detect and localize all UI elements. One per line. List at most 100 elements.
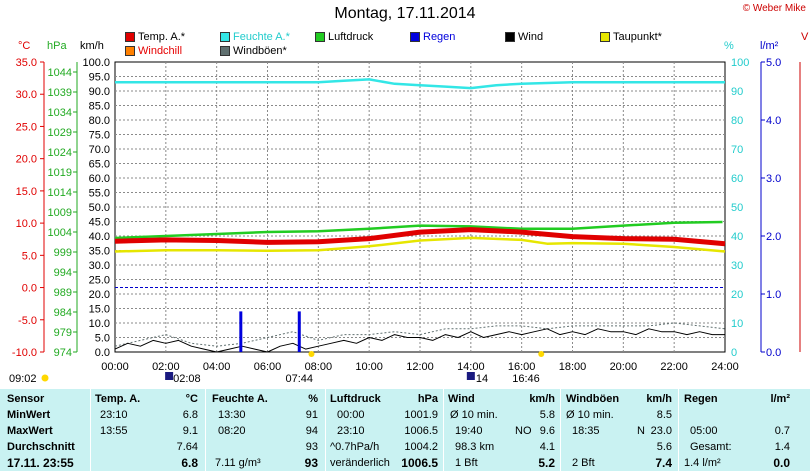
header-sensor: Sensor — [7, 393, 45, 405]
legend-windchill: Windchill — [125, 45, 182, 57]
wind-tick-label: 20.0 — [89, 289, 110, 301]
humidity-tick-label: 70 — [731, 144, 743, 156]
temp-tick-label: 5.0 — [22, 250, 37, 262]
wind-tick-label: 100.0 — [82, 57, 110, 69]
legend-gusts: Windböen* — [220, 45, 287, 57]
wind-tick-label: 75.0 — [89, 130, 110, 142]
legend-humidity: Feuchte A.* — [220, 31, 290, 43]
wind-tick-label: 30.0 — [89, 260, 110, 272]
humidity-tick-label: 30 — [731, 260, 743, 272]
temp-tick-label: 20.0 — [16, 154, 37, 166]
wind-tick-label: 25.0 — [89, 275, 110, 287]
temp-axis-unit: °C — [18, 40, 30, 52]
weather-chart: °C hPa km/h% l/m² V -10.0 -5.0 0.0 5.0 10.0 15.0 20… — [9, 31, 809, 385]
x-tick-label: 06:00 — [254, 361, 282, 373]
pressure-tick-label: 1019 — [48, 167, 72, 179]
wind-tick-label: 0.0 — [95, 347, 110, 359]
humidity-tick-label: 80 — [731, 115, 743, 127]
humidity-tick-label: 50 — [731, 202, 743, 214]
rain-tick-label: 4.0 — [766, 115, 781, 127]
wind-tick-label: 35.0 — [89, 246, 110, 258]
wind-tick-label: 55.0 — [89, 188, 110, 200]
x-tick-label: 16:00 — [508, 361, 536, 373]
x-tick-label: 04:00 — [203, 361, 231, 373]
pressure-tick-label: 1039 — [48, 87, 72, 99]
humidity-axis-unit: % — [724, 40, 734, 52]
wind-axis-unit: km/h — [80, 40, 104, 52]
moonrise-icon — [165, 372, 174, 380]
temp-tick-label: 25.0 — [16, 121, 37, 133]
rain-bar — [239, 311, 243, 352]
rain-tick-label: 1.0 — [766, 289, 781, 301]
legend-dewpoint: Taupunkt* — [600, 31, 662, 43]
legend-wind: Wind — [505, 31, 543, 43]
wind-tick-label: 95.0 — [89, 72, 110, 84]
wind-tick-label: 5.0 — [95, 333, 110, 345]
pressure-tick-label: 984 — [54, 307, 72, 319]
row-min-label: MinWert — [7, 409, 51, 421]
rain-tick-label: 2.0 — [766, 231, 781, 243]
pressure-tick-label: 1014 — [48, 187, 72, 199]
header-rain-unit: l/m² — [770, 393, 790, 405]
header-humidity: Feuchte A. — [212, 393, 268, 405]
legend-temp: Temp. A.* — [125, 31, 185, 43]
header-rain: Regen — [684, 393, 718, 405]
header-gusts: Windböen — [566, 393, 620, 405]
stats-table — [0, 389, 810, 471]
wind-tick-label: 65.0 — [89, 159, 110, 171]
corner-mark: V — [801, 31, 809, 43]
header-gusts-unit: km/h — [646, 393, 672, 405]
humidity-tick-label: 10 — [731, 318, 743, 330]
header-pressure: Luftdruck — [330, 393, 381, 405]
moonset-label: 14 — [476, 373, 488, 385]
pressure-tick-label: 979 — [54, 327, 72, 339]
pressure-tick-label: 1024 — [48, 147, 72, 159]
pressure-tick-label: 989 — [54, 287, 72, 299]
wind-tick-label: 85.0 — [89, 101, 110, 113]
x-tick-label: 10:00 — [355, 361, 383, 373]
humidity-tick-label: 90 — [731, 86, 743, 98]
copyright-text: © Weber Mike — [742, 3, 806, 14]
wind-tick-label: 90.0 — [89, 86, 110, 98]
pressure-axis-unit: hPa — [47, 40, 67, 52]
sunset-marker — [538, 351, 545, 357]
pressure-tick-label: 999 — [54, 247, 72, 259]
pressure-tick-label: 1044 — [48, 67, 72, 79]
series-line-windb-en- — [114, 322, 726, 347]
left-time-label: 09:02 — [9, 373, 37, 385]
humidity-tick-label: 100 — [731, 57, 749, 69]
temp-tick-label: 15.0 — [16, 186, 37, 198]
rain-axis-unit: l/m² — [760, 40, 779, 52]
row-avg-label: Durchschnitt — [7, 441, 75, 453]
legend-pressure: Luftdruck — [315, 31, 373, 43]
humidity-tick-label: 60 — [731, 173, 743, 185]
pressure-tick-label: 1004 — [48, 227, 72, 239]
sunrise-label: 07:44 — [285, 373, 313, 385]
moonset-icon — [466, 372, 475, 380]
series-line-temp-a- — [114, 227, 726, 247]
wind-tick-label: 40.0 — [89, 231, 110, 243]
x-tick-label: 00:00 — [101, 361, 129, 373]
temp-tick-label: 10.0 — [16, 218, 37, 230]
pressure-tick-label: 994 — [54, 267, 72, 279]
sun-icon — [41, 374, 49, 382]
header-humidity-unit: % — [308, 393, 318, 405]
row-max-label: MaxWert — [7, 425, 53, 437]
header-temp-unit: °C — [185, 393, 198, 405]
wind-tick-label: 10.0 — [89, 318, 110, 330]
pressure-tick-label: 1009 — [48, 207, 72, 219]
wind-tick-label: 45.0 — [89, 217, 110, 229]
header-wind: Wind — [448, 393, 475, 405]
temp-tick-label: 0.0 — [22, 283, 37, 295]
x-tick-label: 18:00 — [559, 361, 587, 373]
humidity-tick-label: 40 — [731, 231, 743, 243]
temp-tick-label: -5.0 — [18, 315, 37, 327]
x-tick-label: 20:00 — [610, 361, 638, 373]
moonrise-label: 02:08 — [173, 373, 201, 385]
header-temp: Temp. A. — [95, 393, 141, 405]
sunrise-marker — [308, 351, 315, 357]
wind-tick-label: 70.0 — [89, 144, 110, 156]
series-line-feuchte-a- — [115, 78, 725, 90]
series-line-luftdruck — [114, 220, 723, 240]
rain-tick-label: 0.0 — [766, 347, 781, 359]
